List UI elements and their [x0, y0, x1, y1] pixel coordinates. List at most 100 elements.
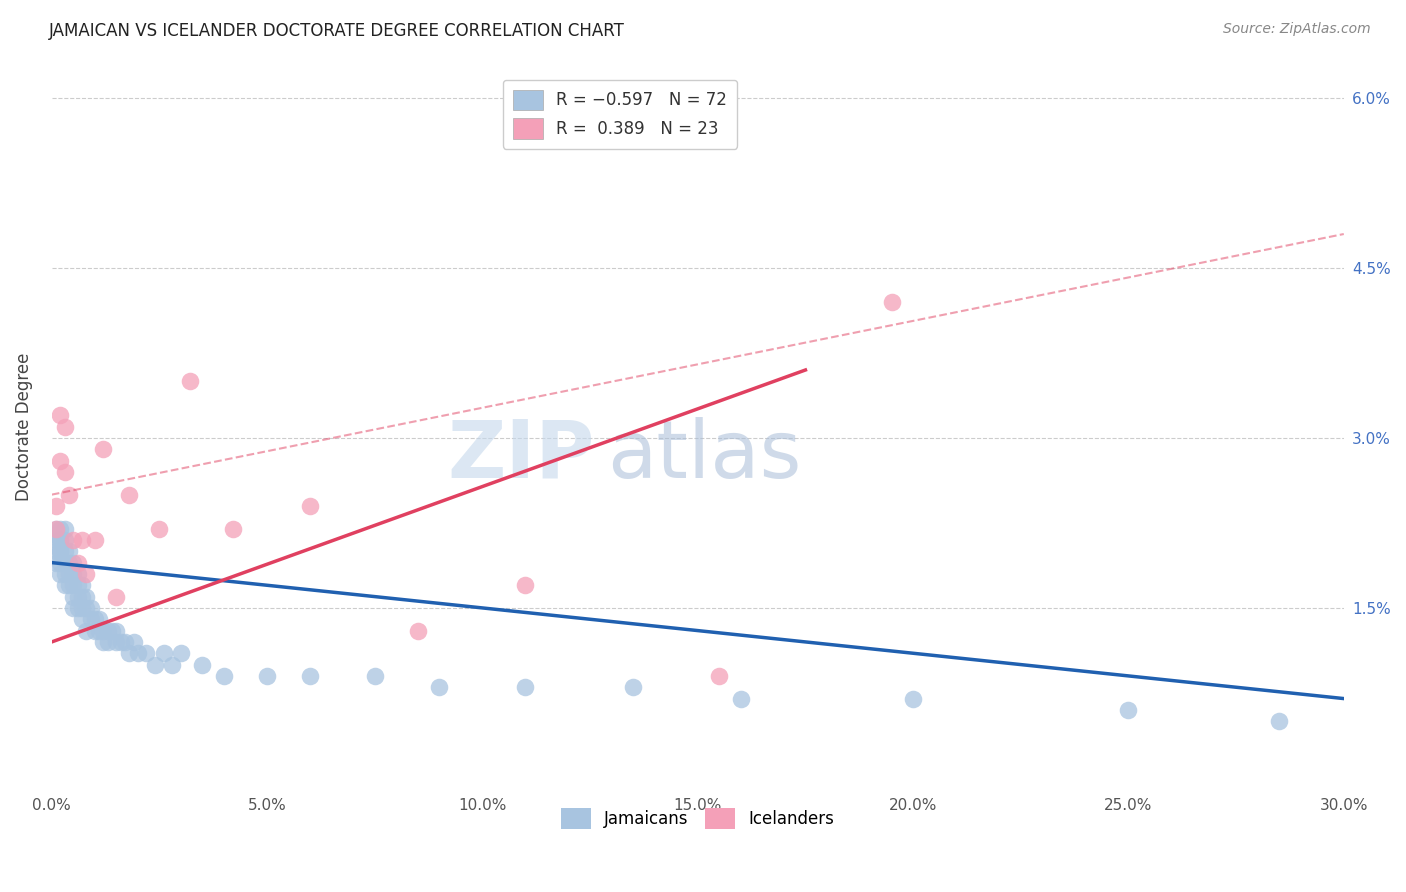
Point [62, 566, 84, 581]
Text: ZIP: ZIP [447, 417, 595, 495]
Point [75, 566, 97, 581]
Point [621, 680, 644, 694]
Point [70, 590, 93, 604]
Point [53, 465, 76, 479]
Point [45, 499, 67, 513]
Point [45, 522, 67, 536]
Point [49, 556, 72, 570]
Point [148, 522, 170, 536]
Point [118, 488, 141, 502]
Point [53, 578, 76, 592]
Point [93, 635, 115, 649]
Point [70, 612, 93, 626]
Point [53, 533, 76, 547]
Point [53, 556, 76, 570]
Point [105, 624, 128, 638]
Point [406, 624, 429, 638]
Point [62, 556, 84, 570]
Point [97, 624, 120, 638]
Point [58, 578, 80, 592]
Point [299, 669, 322, 683]
Point [49, 522, 72, 536]
Point [730, 691, 752, 706]
Point [66, 566, 89, 581]
Point [49, 533, 72, 547]
Point [143, 657, 166, 672]
Point [191, 657, 214, 672]
Point [709, 669, 731, 683]
Point [49, 533, 72, 547]
Point [135, 646, 157, 660]
Point [53, 544, 76, 558]
Point [93, 624, 115, 638]
Point [83, 533, 105, 547]
Point [110, 635, 132, 649]
Point [122, 635, 145, 649]
Point [170, 646, 193, 660]
Text: JAMAICAN VS ICELANDER DOCTORATE DEGREE CORRELATION CHART: JAMAICAN VS ICELANDER DOCTORATE DEGREE C… [49, 22, 626, 40]
Point [62, 601, 84, 615]
Point [58, 566, 80, 581]
Text: atlas: atlas [607, 417, 801, 495]
Point [53, 522, 76, 536]
Point [901, 691, 924, 706]
Point [75, 590, 97, 604]
Point [49, 566, 72, 581]
Point [53, 566, 76, 581]
Point [66, 590, 89, 604]
Point [427, 680, 450, 694]
Point [70, 533, 93, 547]
Point [79, 601, 101, 615]
Point [70, 601, 93, 615]
Point [212, 669, 235, 683]
Point [97, 635, 120, 649]
Point [114, 635, 136, 649]
Point [49, 453, 72, 467]
Point [45, 522, 67, 536]
Point [66, 601, 89, 615]
Point [256, 669, 278, 683]
Point [162, 657, 184, 672]
Point [62, 590, 84, 604]
Point [221, 522, 243, 536]
Point [93, 442, 115, 457]
Point [75, 601, 97, 615]
Point [49, 409, 72, 423]
Point [118, 646, 141, 660]
Text: Source: ZipAtlas.com: Source: ZipAtlas.com [1223, 22, 1371, 37]
Point [58, 544, 80, 558]
Point [101, 624, 124, 638]
Point [515, 578, 537, 592]
Point [89, 612, 111, 626]
Point [70, 578, 93, 592]
Point [515, 680, 537, 694]
Point [880, 295, 903, 310]
Point [83, 612, 105, 626]
Point [49, 544, 72, 558]
Point [1268, 714, 1291, 729]
Point [66, 578, 89, 592]
Point [58, 488, 80, 502]
Point [179, 374, 201, 388]
Y-axis label: Doctorate Degree: Doctorate Degree [15, 352, 32, 500]
Point [58, 556, 80, 570]
Point [53, 419, 76, 434]
Point [66, 556, 89, 570]
Point [105, 635, 128, 649]
Point [105, 590, 128, 604]
Point [62, 578, 84, 592]
Point [1118, 703, 1140, 717]
Point [299, 499, 322, 513]
Legend: Jamaicans, Icelanders: Jamaicans, Icelanders [554, 802, 841, 835]
Point [49, 544, 72, 558]
Point [83, 624, 105, 638]
Point [62, 533, 84, 547]
Point [45, 556, 67, 570]
Point [364, 669, 387, 683]
Point [152, 646, 174, 660]
Point [45, 533, 67, 547]
Point [127, 646, 149, 660]
Point [45, 544, 67, 558]
Point [79, 612, 101, 626]
Point [89, 624, 111, 638]
